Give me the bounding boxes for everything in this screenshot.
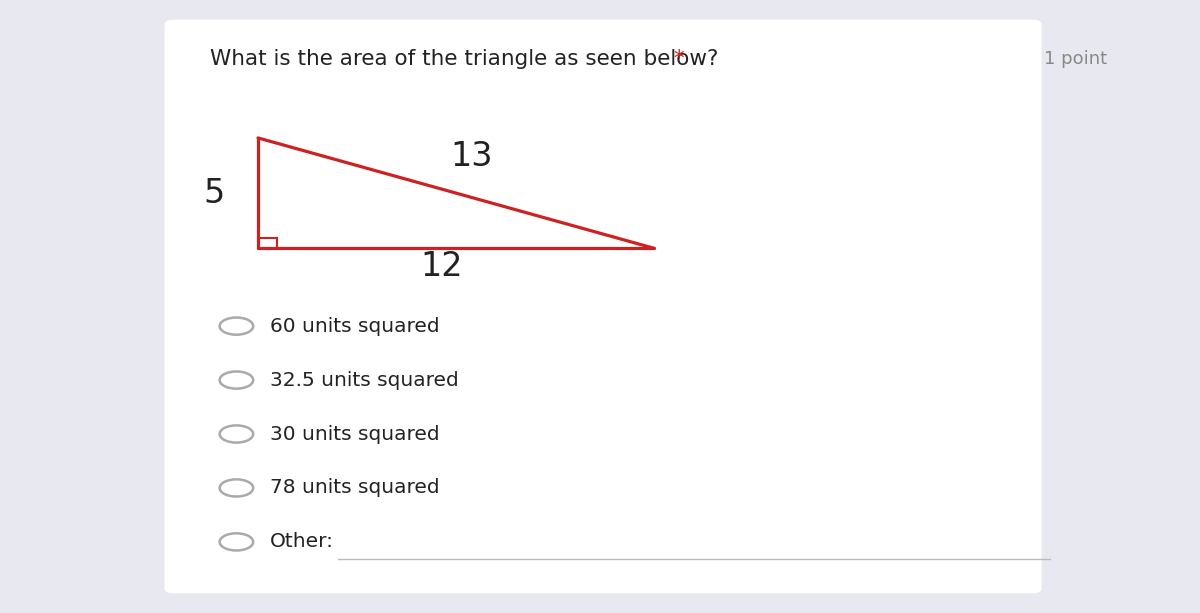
Text: 60 units squared: 60 units squared [270, 317, 439, 335]
FancyBboxPatch shape [164, 20, 1042, 593]
Text: Other:: Other: [270, 533, 334, 551]
Text: 32.5 units squared: 32.5 units squared [270, 371, 458, 389]
Text: 5: 5 [203, 177, 224, 210]
Text: 12: 12 [420, 250, 463, 283]
Text: 1 point: 1 point [1044, 50, 1108, 69]
Text: 30 units squared: 30 units squared [270, 425, 439, 443]
Text: What is the area of the triangle as seen below?: What is the area of the triangle as seen… [210, 50, 719, 69]
Text: *: * [667, 50, 685, 69]
Text: 78 units squared: 78 units squared [270, 479, 439, 497]
Text: 13: 13 [450, 140, 493, 173]
